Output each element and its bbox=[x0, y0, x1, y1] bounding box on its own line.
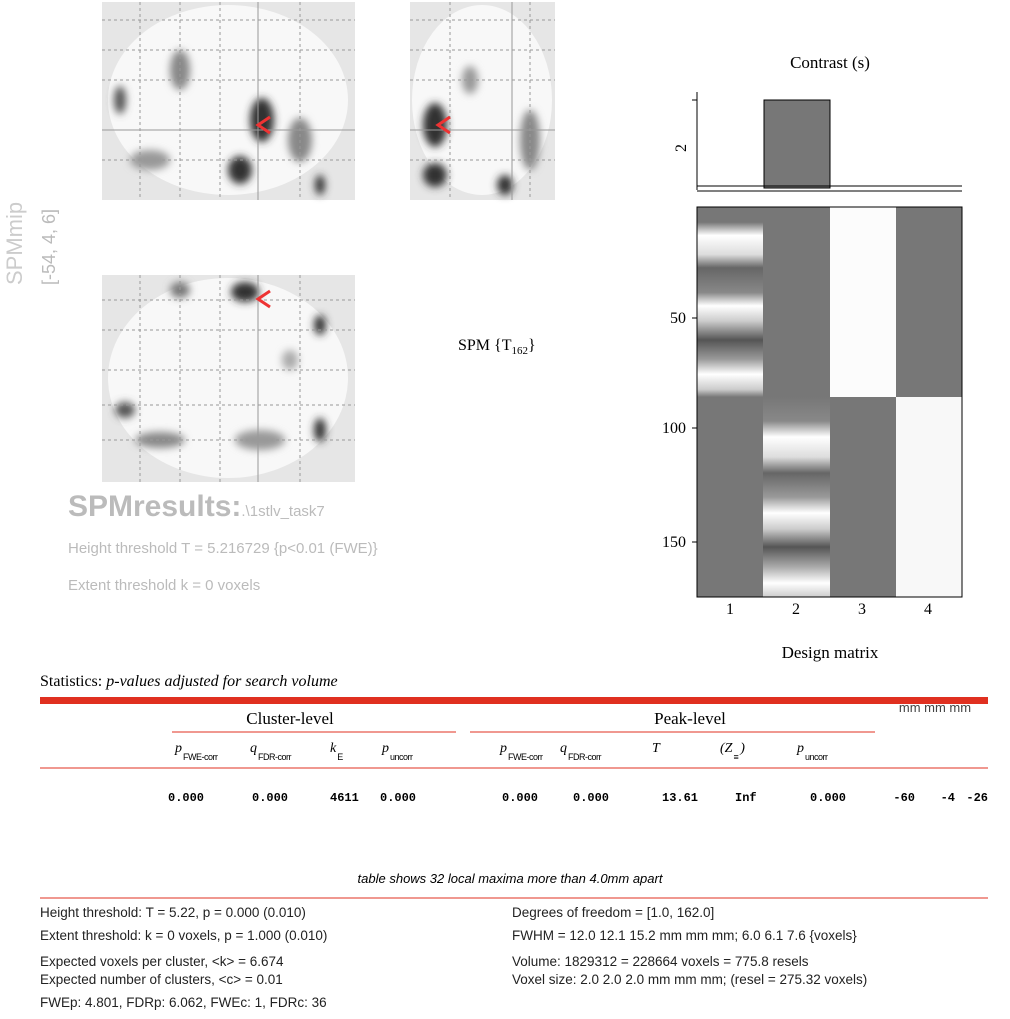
design-matrix-x-tick: 4 bbox=[924, 601, 932, 618]
mip-coords: [-54, 4, 6] bbox=[39, 209, 59, 285]
glass-brain-coronal bbox=[410, 2, 555, 200]
footer-right-line: Volume: 1829312 = 228664 voxels = 775.8 … bbox=[512, 954, 809, 969]
column-subscript: uncorr bbox=[805, 752, 828, 762]
design-matrix-x-tick: 3 bbox=[858, 601, 866, 618]
column-subscript: FWE-corr bbox=[508, 752, 543, 762]
table-footnote: table shows 32 local maxima more than 4.… bbox=[358, 871, 664, 886]
coords-header: mm mm mm bbox=[899, 700, 971, 715]
design-matrix-title: Design matrix bbox=[782, 643, 879, 662]
coordinate-cell: -60 bbox=[893, 791, 915, 805]
coordinate-cell: -4 bbox=[941, 791, 955, 805]
footer-left-line: FWEp: 4.801, FDRp: 6.062, FWEc: 1, FDRc:… bbox=[40, 995, 327, 1010]
design-matrix-x-tick: 2 bbox=[792, 601, 800, 618]
design-matrix-x-tick: 1 bbox=[726, 601, 734, 618]
column-symbol: p bbox=[499, 741, 507, 756]
table-cell: 0.000 bbox=[168, 791, 204, 805]
table-cell: 0.000 bbox=[810, 791, 846, 805]
column-symbol: (Z bbox=[720, 741, 733, 756]
design-matrix-y-tick: 150 bbox=[662, 534, 686, 551]
column-subscript: FWE-corr bbox=[183, 752, 218, 762]
statistics-caption: Statistics: p-values adjusted for search… bbox=[40, 673, 338, 690]
footer-right-line: Voxel size: 2.0 2.0 2.0 mm mm mm; (resel… bbox=[512, 972, 867, 987]
footer-left-line: Height threshold: T = 5.22, p = 0.000 (0… bbox=[40, 905, 306, 920]
column-symbol: q bbox=[560, 741, 567, 756]
column-symbol: q bbox=[250, 741, 257, 756]
height-threshold: Height threshold T = 5.216729 {p<0.01 (F… bbox=[68, 540, 378, 557]
column-symbol: p bbox=[796, 741, 804, 756]
table-cell: Inf bbox=[735, 791, 757, 805]
contrast-title: Contrast (s) bbox=[790, 53, 870, 72]
extent-threshold: Extent threshold k = 0 voxels bbox=[68, 577, 260, 594]
coordinate-cell: -26 bbox=[966, 791, 988, 805]
design-matrix-y-tick: 50 bbox=[670, 310, 686, 327]
table-cell: 0.000 bbox=[502, 791, 538, 805]
table-cell: 0.000 bbox=[252, 791, 288, 805]
table-cell: 0.000 bbox=[380, 791, 416, 805]
column-subscript: FDR-corr bbox=[568, 752, 601, 762]
table-cell: 13.61 bbox=[662, 791, 698, 805]
footer-right-line: Degrees of freedom = [1.0, 162.0] bbox=[512, 905, 714, 920]
footer-left-line: Expected number of clusters, <c> = 0.01 bbox=[40, 972, 283, 987]
column-subscript: FDR-corr bbox=[258, 752, 291, 762]
contrast-plot bbox=[692, 92, 962, 192]
table-cell: 4611 bbox=[330, 791, 359, 805]
footer-right-line: FWHM = 12.0 12.1 15.2 mm mm mm; 6.0 6.1 … bbox=[512, 928, 857, 943]
column-symbol: ) bbox=[739, 741, 745, 756]
mip-label: SPMmip bbox=[2, 202, 27, 285]
table-top-bar bbox=[40, 697, 988, 704]
footer-left-line: Extent threshold: k = 0 voxels, p = 1.00… bbox=[40, 928, 327, 943]
contrast-tick: 2 bbox=[673, 144, 690, 152]
group-header: Peak-level bbox=[654, 709, 726, 728]
glass-brain-axial bbox=[102, 275, 355, 482]
column-subscript: uncorr bbox=[390, 752, 413, 762]
spm-statistic-label: SPM {T162} bbox=[458, 337, 536, 357]
column-symbol: p bbox=[174, 741, 182, 756]
group-header: Cluster-level bbox=[246, 709, 334, 728]
design-matrix-y-tick: 100 bbox=[662, 420, 686, 437]
column-subscript: ≡ bbox=[733, 752, 738, 762]
column-symbol: T bbox=[652, 741, 661, 756]
design-matrix bbox=[692, 206, 963, 598]
column-symbol: p bbox=[381, 741, 389, 756]
footer-left-line: Expected voxels per cluster, <k> = 6.674 bbox=[40, 954, 284, 969]
column-subscript: E bbox=[337, 752, 343, 762]
table-cell: 0.000 bbox=[573, 791, 609, 805]
results-title: SPMresults:.\1stlv_task7 bbox=[68, 490, 325, 523]
glass-brain-sagittal bbox=[102, 2, 355, 200]
column-symbol: k bbox=[330, 741, 337, 756]
